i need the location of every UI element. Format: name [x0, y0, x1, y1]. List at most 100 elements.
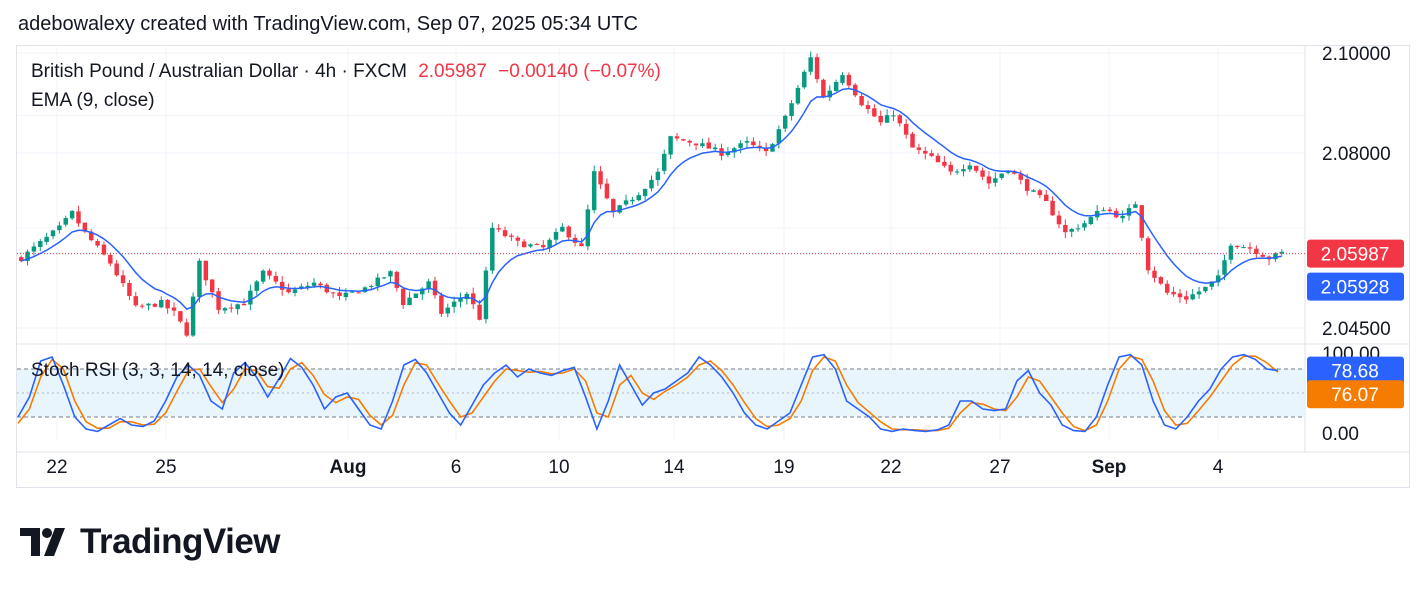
candle-body: [980, 170, 985, 177]
candle-body: [343, 292, 349, 298]
candle-body: [426, 281, 431, 288]
candle-body: [954, 171, 960, 173]
candle-body: [1082, 223, 1087, 228]
candle-body: [63, 218, 68, 225]
candle-body: [1031, 190, 1036, 192]
stoch-d-tag: 76.07: [1331, 385, 1379, 406]
candle-body: [814, 57, 820, 80]
candle-body: [808, 57, 813, 72]
candle-body: [1184, 296, 1189, 300]
candle-body: [642, 189, 648, 197]
candle-body: [369, 286, 374, 288]
candle-body: [88, 231, 94, 241]
candle-body: [44, 236, 49, 242]
candle-body: [1279, 251, 1285, 254]
candle-body: [203, 260, 209, 281]
candle-body: [521, 241, 527, 248]
candle-body: [929, 153, 934, 156]
footer-logo[interactable]: TradingView: [20, 522, 281, 562]
candle-body: [159, 300, 164, 308]
candle-body: [445, 307, 450, 314]
candle-body: [674, 136, 680, 139]
x-tick-label: Aug: [330, 457, 367, 478]
candle-body: [190, 296, 196, 336]
x-tick-label: 4: [1213, 457, 1224, 478]
candle-body: [260, 270, 266, 282]
stoch-layer: [17, 353, 1279, 433]
candle-body: [553, 231, 559, 240]
candle-body: [782, 115, 788, 129]
candle-body: [337, 292, 342, 297]
candle-body: [973, 165, 979, 171]
candle-body: [872, 108, 877, 117]
tradingview-logo-icon: [20, 528, 65, 556]
candle-body: [598, 171, 603, 185]
candle-body: [279, 281, 285, 290]
stoch-band: [17, 368, 1305, 418]
candle-body: [76, 211, 81, 224]
candle-body: [547, 239, 552, 248]
change-label: −0.00140 (−0.07%): [498, 61, 661, 82]
candle-body: [1260, 254, 1265, 257]
candle-body: [184, 322, 189, 336]
candle-body: [375, 277, 380, 287]
ema-layer: [17, 87, 1305, 310]
candle-body: [350, 291, 355, 293]
candle-body: [381, 277, 387, 279]
candle-body: [356, 292, 361, 294]
main-legend: British Pound / Australian Dollar · 4h ·…: [31, 61, 661, 83]
candle-body: [69, 210, 75, 219]
candle-body: [757, 145, 762, 148]
candle-body: [515, 237, 521, 241]
x-tick-label: 27: [989, 457, 1010, 478]
candle-body: [1164, 283, 1170, 293]
stoch-k-line: [17, 353, 1279, 433]
candle-body: [1088, 217, 1094, 225]
candle-body: [25, 251, 30, 261]
candle-body: [133, 296, 139, 306]
candle-body: [999, 173, 1004, 178]
candle-body: [993, 178, 998, 183]
candle-body: [884, 115, 890, 123]
candle-body: [630, 199, 635, 202]
candle-body: [127, 283, 132, 296]
candle-body: [706, 142, 712, 149]
candle-body: [82, 222, 88, 232]
candle-body: [528, 244, 533, 247]
candle-body: [18, 257, 24, 261]
x-tick-label: 10: [548, 457, 569, 478]
y-tick-label: 2.04500: [1322, 319, 1391, 340]
candle-body: [222, 308, 228, 311]
stoch-d-line: [17, 355, 1279, 432]
candle-body: [1005, 170, 1011, 173]
candle-body: [623, 200, 629, 205]
stoch-tick-label: 0.00: [1322, 424, 1359, 445]
candle-body: [859, 95, 864, 106]
stoch-k-tag-bg: [1307, 356, 1404, 385]
candle-body: [617, 205, 622, 213]
candle-body: [1120, 216, 1125, 219]
candle-body: [318, 283, 323, 286]
candle-body: [738, 143, 743, 148]
symbol-label: British Pound / Australian Dollar · 4h ·…: [31, 61, 407, 82]
ema-line: [20, 87, 1282, 310]
candle-body: [916, 147, 922, 150]
y-tick-label: 2.10000: [1322, 44, 1391, 65]
candle-body: [1126, 208, 1132, 216]
candle-body: [986, 176, 992, 184]
candle-body: [763, 147, 769, 152]
candle-body: [591, 171, 597, 211]
candle-body: [464, 293, 470, 300]
candle-body: [840, 75, 845, 83]
candle-body: [1024, 179, 1030, 191]
candle-body: [1209, 281, 1215, 287]
candle-body: [846, 74, 852, 86]
candle-body: [432, 280, 438, 296]
candle-body: [324, 284, 330, 293]
candle-body: [585, 209, 591, 247]
candle-body: [273, 276, 279, 282]
brand-wordmark: TradingView: [80, 522, 281, 561]
candle-body: [477, 304, 482, 320]
